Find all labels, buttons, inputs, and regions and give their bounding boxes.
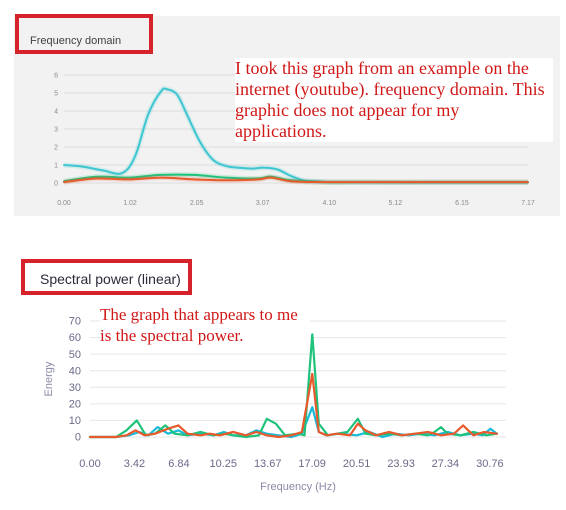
freq-y-tick-label: 6 — [54, 72, 58, 79]
power-y-tick-label: 50 — [69, 349, 81, 361]
freq-series-2-line — [63, 176, 529, 184]
power-y-tick-label: 70 — [69, 316, 81, 328]
power-x-tick-label: 17.09 — [298, 458, 326, 470]
power-x-tick-label: 27.34 — [432, 458, 460, 470]
power-y-tick-label: 30 — [69, 382, 81, 394]
power-series-0-line — [88, 406, 498, 439]
power-x-tick-label: 10.25 — [209, 458, 237, 470]
spectral-power-title-highlight — [21, 259, 192, 295]
power-y-tick-label: 0 — [75, 432, 81, 444]
power-x-tick-label: 3.42 — [124, 458, 145, 470]
frequency-domain-title-highlight — [15, 14, 153, 54]
power-y-axis-label: Energy — [43, 361, 55, 396]
power-y-tick-label: 20 — [69, 399, 81, 411]
freq-y-tick-label: 0 — [54, 180, 58, 187]
power-x-tick-label: 6.84 — [168, 458, 189, 470]
power-series-2-line — [88, 372, 498, 439]
freq-y-tick-label: 2 — [54, 144, 58, 151]
power-series-1-line — [88, 333, 498, 439]
freq-x-tick-label: 0.00 — [57, 200, 71, 207]
power-y-tick-label: 40 — [69, 365, 81, 377]
annotation-top: I took this graph from an example on the… — [235, 58, 553, 142]
freq-x-tick-label: 3.07 — [256, 200, 270, 207]
power-x-tick-label: 23.93 — [387, 458, 415, 470]
power-x-tick-label: 20.51 — [343, 458, 371, 470]
power-y-tick-label: 60 — [69, 332, 81, 344]
power-x-tick-label: 30.76 — [476, 458, 504, 470]
freq-x-tick-label: 5.12 — [389, 200, 403, 207]
freq-x-tick-label: 6.15 — [455, 200, 469, 207]
freq-y-tick-label: 1 — [54, 162, 58, 169]
freq-x-tick-label: 2.05 — [190, 200, 204, 207]
freq-x-tick-label: 1.02 — [123, 200, 137, 207]
power-x-tick-label: 0.00 — [79, 458, 100, 470]
spectral-power-title: Spectral power (linear) — [40, 271, 181, 287]
freq-y-tick-label: 5 — [54, 90, 58, 97]
annotation-bottom: The graph that appears to me is the spec… — [100, 304, 310, 346]
freq-y-tick-label: 3 — [54, 126, 58, 133]
freq-x-tick-label: 7.17 — [521, 200, 535, 207]
power-x-tick-label: 13.67 — [254, 458, 282, 470]
power-x-axis-label: Frequency (Hz) — [260, 481, 336, 493]
freq-x-tick-label: 4.10 — [323, 200, 337, 207]
power-y-tick-label: 10 — [69, 415, 81, 427]
freq-y-tick-label: 4 — [54, 108, 58, 115]
frequency-domain-title: Frequency domain — [30, 35, 122, 47]
